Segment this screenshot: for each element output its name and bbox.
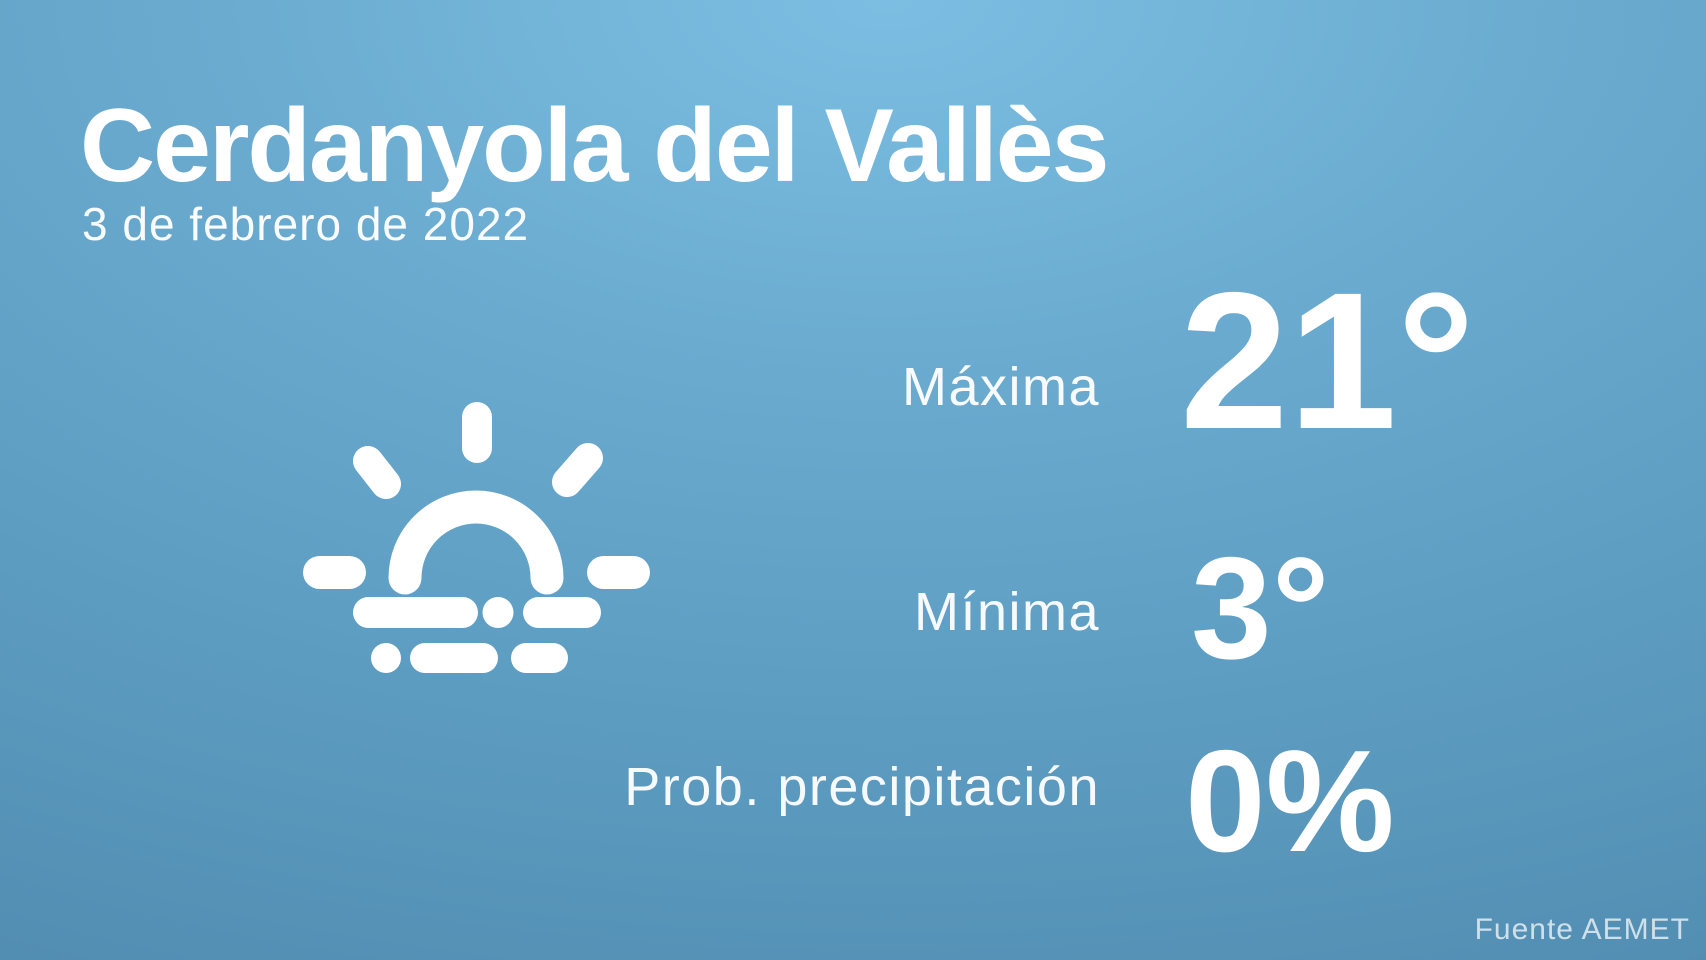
min-temp-label: Mínima <box>913 582 1100 642</box>
max-temp-value: 21° <box>1180 252 1475 470</box>
precipitation-label: Prob. precipitación <box>624 757 1100 817</box>
min-temp-value: 3° <box>1191 527 1330 689</box>
forecast-date: 3 de febrero de 2022 <box>82 198 530 250</box>
page-title: Cerdanyola del Vallès <box>80 88 1109 204</box>
data-source-credit: Fuente AEMET <box>1474 913 1690 946</box>
precipitation-value: 0% <box>1185 720 1395 882</box>
max-temp-label: Máxima <box>901 357 1100 417</box>
sun-fog-icon <box>280 390 660 685</box>
